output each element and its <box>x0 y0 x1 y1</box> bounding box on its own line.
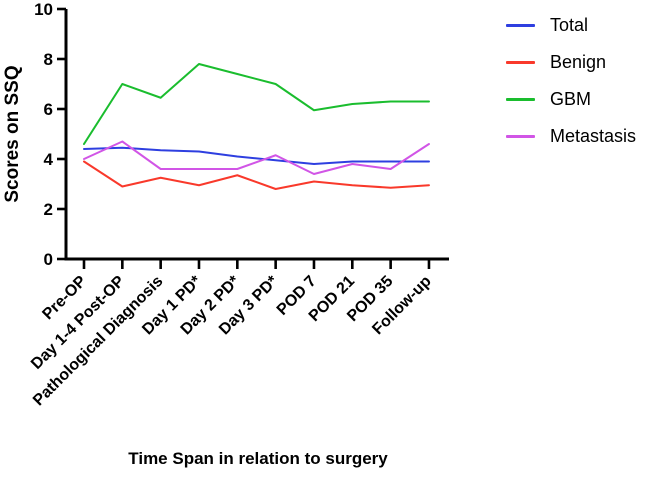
y-axis-title: Scores on SSQ <box>2 65 23 203</box>
y-tick-label: 4 <box>44 150 54 169</box>
legend-line-swatch-gbm <box>506 98 535 101</box>
legend-item-gbm: GBM <box>506 81 636 118</box>
y-tick-label: 8 <box>44 50 53 69</box>
legend-item-metastasis: Metastasis <box>506 118 636 155</box>
legend-line-swatch-metastasis <box>506 135 535 138</box>
series-line-gbm <box>83 63 430 145</box>
legend-item-benign: Benign <box>506 44 636 81</box>
legend-label: Metastasis <box>550 126 637 146</box>
legend-label: GBM <box>550 89 592 109</box>
legend-item-total: Total <box>506 7 636 44</box>
legend-line-swatch-benign <box>506 61 535 64</box>
series-line-total <box>83 146 430 165</box>
legend-label: Benign <box>550 52 607 72</box>
legend: Total Benign GBM Metastasis <box>506 7 636 155</box>
series-line-benign <box>83 160 430 190</box>
legend-label: Total <box>550 15 589 35</box>
series-line-metastasis <box>83 140 430 175</box>
y-tick-label: 10 <box>34 0 53 19</box>
legend-line-swatch-total <box>506 24 535 27</box>
y-tick-label: 6 <box>44 100 53 119</box>
y-tick-label: 0 <box>44 250 53 269</box>
y-tick-label: 2 <box>44 200 53 219</box>
x-axis-title: Time Span in relation to surgery <box>128 449 388 468</box>
